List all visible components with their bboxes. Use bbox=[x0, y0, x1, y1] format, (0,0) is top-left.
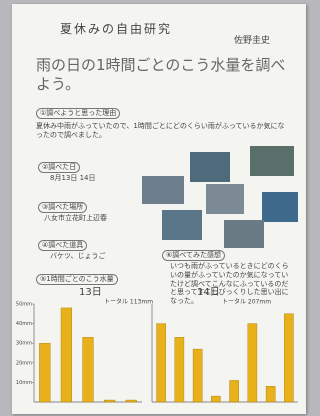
y-tick-label: 20mm bbox=[16, 360, 32, 366]
bar bbox=[104, 400, 115, 402]
bar bbox=[39, 343, 50, 402]
photo bbox=[206, 184, 244, 214]
bar bbox=[230, 380, 239, 402]
chart-title: 13日 bbox=[79, 287, 102, 298]
annotation: トータル 207mm bbox=[222, 298, 271, 306]
photo bbox=[262, 192, 298, 222]
photo bbox=[190, 152, 230, 182]
bar bbox=[175, 337, 184, 402]
photo bbox=[162, 210, 202, 240]
photo bbox=[224, 220, 264, 248]
y-tick-label: 30mm bbox=[16, 341, 32, 347]
bar bbox=[61, 308, 72, 402]
bar bbox=[126, 400, 137, 402]
bar bbox=[211, 396, 220, 402]
photo bbox=[142, 176, 184, 204]
photo bbox=[250, 146, 294, 176]
bar bbox=[284, 314, 293, 402]
annotation: トータル 113mm bbox=[104, 298, 153, 306]
y-tick-label: 40mm bbox=[16, 321, 32, 327]
poster: 夏休みの自由研究 佐野圭史 雨の日の1時間ごとのこう水量を調べよう。 ①調べよう… bbox=[12, 4, 306, 414]
bar bbox=[157, 324, 166, 402]
bar bbox=[193, 349, 202, 402]
chart-title: 14日 bbox=[197, 287, 220, 298]
y-tick-label: 50mm bbox=[16, 302, 32, 308]
y-tick-label: 10mm bbox=[16, 380, 32, 386]
bar bbox=[83, 337, 94, 402]
bar bbox=[248, 324, 257, 402]
bar bbox=[266, 386, 275, 402]
